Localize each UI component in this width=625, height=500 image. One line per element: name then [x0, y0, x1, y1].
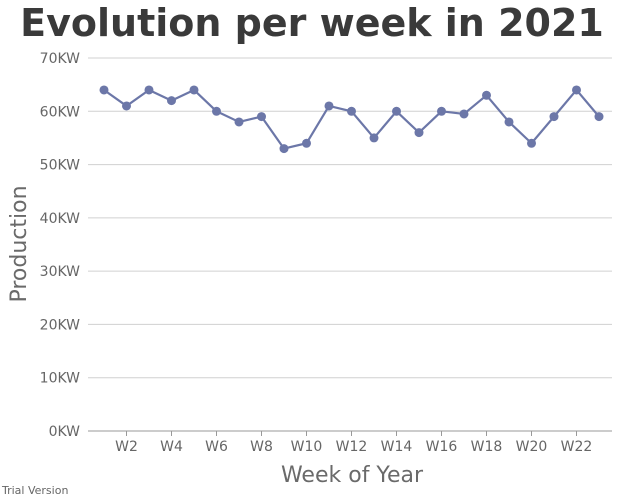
data-point[interactable] — [302, 138, 311, 148]
y-tick-label: 0KW — [49, 424, 81, 440]
data-point[interactable] — [189, 85, 199, 95]
data-point[interactable] — [369, 133, 379, 143]
y-tick-label: 40KW — [40, 211, 80, 227]
data-point[interactable] — [144, 85, 154, 95]
series-production — [99, 85, 604, 154]
x-tick-label: W12 — [336, 439, 368, 455]
data-point[interactable] — [212, 106, 221, 116]
grid-lines — [88, 57, 612, 432]
y-tick-label: 20KW — [40, 317, 80, 333]
x-tick-label: W18 — [471, 439, 503, 455]
x-tick-label: W22 — [561, 439, 593, 455]
y-tick-label: 30KW — [40, 264, 80, 280]
x-tick-label: W4 — [160, 439, 183, 455]
x-tick-label: W20 — [516, 439, 548, 455]
data-point[interactable] — [459, 109, 469, 119]
x-axis-title: Week of Year — [281, 463, 424, 488]
x-tick-label: W10 — [291, 439, 323, 455]
data-point[interactable] — [549, 112, 559, 122]
x-axis-ticks: W2 W4 W6 W8 W10 W12 W14 W16 W18 W20 W22 — [115, 431, 592, 455]
data-point[interactable] — [99, 85, 109, 95]
data-point[interactable] — [392, 106, 401, 116]
data-point[interactable] — [167, 96, 176, 106]
data-point[interactable] — [572, 85, 581, 95]
y-tick-label: 10KW — [40, 371, 80, 387]
data-point[interactable] — [482, 90, 491, 100]
trial-version-label: Trial Version — [1, 484, 68, 497]
data-point[interactable] — [527, 138, 536, 148]
x-tick-label: W16 — [426, 439, 458, 455]
y-tick-label: 50KW — [40, 158, 80, 174]
data-point[interactable] — [347, 106, 356, 116]
series-line — [103, 88, 600, 150]
x-tick-label: W6 — [205, 439, 228, 455]
data-point[interactable] — [122, 101, 131, 111]
y-tick-label: 60KW — [40, 104, 80, 120]
data-point[interactable] — [504, 117, 514, 127]
data-point[interactable] — [324, 101, 334, 111]
y-axis-title: Production — [7, 185, 32, 302]
x-tick-label: W2 — [115, 439, 138, 455]
data-point[interactable] — [279, 144, 289, 154]
data-point[interactable] — [437, 106, 446, 116]
chart-title: Evolution per week in 2021 — [20, 1, 604, 45]
x-tick-label: W8 — [250, 439, 273, 455]
y-tick-label: 70KW — [40, 51, 80, 67]
x-tick-label: W14 — [381, 439, 413, 455]
data-point[interactable] — [234, 117, 244, 127]
data-point[interactable] — [594, 112, 604, 122]
data-point[interactable] — [257, 112, 266, 122]
data-point[interactable] — [414, 128, 424, 138]
y-axis-ticks: 0KW 10KW 20KW 30KW 40KW 50KW 60KW 70KW — [40, 51, 80, 440]
